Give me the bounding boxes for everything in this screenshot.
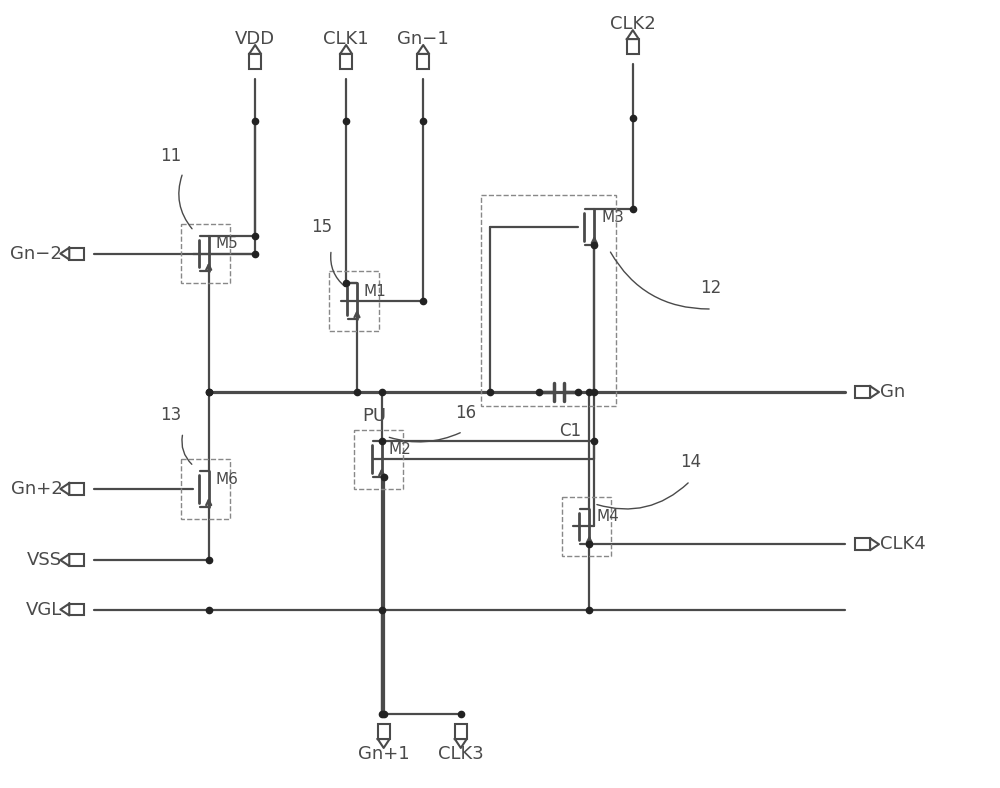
Polygon shape — [455, 739, 467, 748]
Text: 12: 12 — [700, 279, 721, 297]
Bar — [340, 54, 352, 69]
Polygon shape — [627, 30, 639, 39]
Text: M1: M1 — [364, 284, 387, 299]
Bar — [354, 429, 403, 489]
Text: VSS: VSS — [27, 551, 62, 569]
Text: Gn+2: Gn+2 — [11, 480, 62, 498]
Polygon shape — [417, 45, 429, 54]
Text: 16: 16 — [455, 403, 476, 422]
Text: M3: M3 — [601, 210, 624, 225]
Polygon shape — [870, 538, 879, 550]
Bar — [378, 724, 390, 739]
Bar — [855, 386, 870, 398]
Polygon shape — [340, 45, 352, 54]
Polygon shape — [60, 604, 69, 615]
Text: VGL: VGL — [26, 600, 62, 619]
Bar — [855, 538, 870, 550]
Bar — [69, 554, 84, 566]
Bar — [562, 496, 611, 556]
Polygon shape — [870, 386, 879, 398]
Bar — [69, 483, 84, 495]
Bar — [69, 247, 84, 259]
Text: Gn−2: Gn−2 — [10, 244, 62, 262]
Bar — [417, 54, 429, 69]
Text: M4: M4 — [596, 509, 619, 524]
Polygon shape — [249, 45, 261, 54]
Text: CLK4: CLK4 — [880, 535, 926, 553]
Text: 13: 13 — [160, 406, 181, 424]
Polygon shape — [60, 483, 69, 495]
Text: M6: M6 — [216, 471, 238, 486]
Text: 14: 14 — [680, 453, 701, 471]
Text: Gn−1: Gn−1 — [397, 30, 449, 48]
Text: 11: 11 — [160, 147, 181, 165]
Text: CLK2: CLK2 — [610, 15, 656, 33]
Bar — [249, 54, 261, 69]
Text: M2: M2 — [389, 442, 411, 457]
Text: CLK1: CLK1 — [323, 30, 369, 48]
Polygon shape — [60, 247, 69, 259]
Text: PU: PU — [362, 407, 386, 425]
Text: 15: 15 — [311, 217, 333, 236]
Text: CLK3: CLK3 — [438, 745, 484, 763]
Bar — [455, 724, 467, 739]
Text: Gn: Gn — [880, 383, 905, 401]
Text: C1: C1 — [559, 422, 582, 440]
Text: M5: M5 — [216, 236, 238, 251]
Polygon shape — [60, 554, 69, 566]
Text: VDD: VDD — [235, 30, 275, 48]
Bar — [627, 39, 639, 54]
Bar — [69, 604, 84, 615]
Bar — [181, 224, 230, 283]
Bar — [481, 195, 616, 406]
Bar — [329, 271, 379, 331]
Polygon shape — [378, 739, 390, 748]
Text: Gn+1: Gn+1 — [358, 745, 409, 763]
Bar — [181, 459, 230, 519]
